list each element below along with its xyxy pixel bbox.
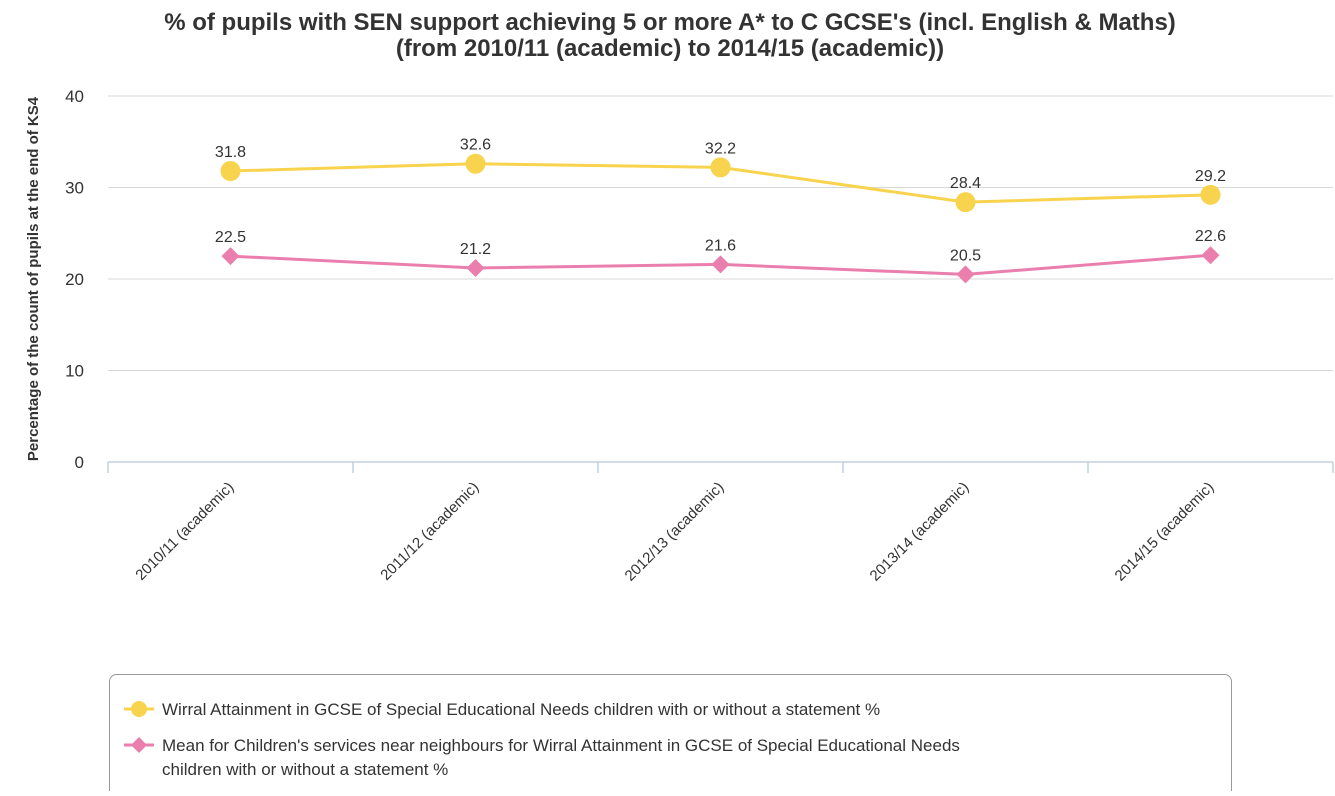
data-label: 32.6 [460, 137, 491, 154]
x-axis [107, 461, 1334, 473]
data-point [955, 192, 976, 213]
y-tick-label: 40 [65, 87, 84, 106]
data-point [466, 259, 485, 278]
data-label: 31.8 [215, 144, 246, 161]
legend-item-1: Wirral Attainment in GCSE of Special Edu… [124, 700, 880, 719]
data-point [711, 255, 730, 274]
chart-title: % of pupils with SEN support achieving 5… [164, 9, 1176, 62]
legend-label: children with or without a statement % [162, 760, 448, 779]
y-tick-label: 30 [65, 179, 84, 198]
gridlines [108, 95, 1333, 371]
chart-title-line: % of pupils with SEN support achieving 5… [164, 9, 1176, 36]
data-point [1200, 184, 1221, 205]
y-tick-label: 0 [75, 453, 84, 472]
x-tick-label: 2010/11 (academic) [132, 479, 237, 584]
data-point [221, 247, 240, 266]
data-point [710, 157, 731, 178]
data-label: 22.5 [215, 229, 246, 246]
legend-marker [131, 701, 147, 717]
data-label: 20.5 [950, 247, 981, 264]
y-axis-ticks: 0 10 20 30 40 [65, 87, 84, 472]
legend-label: Wirral Attainment in GCSE of Special Edu… [162, 700, 880, 719]
x-tick-label: 2013/14 (academic) [867, 479, 973, 585]
data-point [465, 153, 486, 174]
data-label: 21.2 [460, 241, 491, 258]
legend-label: Mean for Children's services near neighb… [162, 736, 960, 755]
data-point [956, 265, 975, 284]
data-label: 22.6 [1195, 228, 1226, 245]
data-label: 32.2 [705, 140, 736, 157]
y-axis-title: Percentage of the count of pupils at the… [25, 96, 42, 461]
x-tick-label: 2012/13 (academic) [622, 479, 728, 585]
y-axis-label: Percentage of the count of pupils at the… [25, 96, 42, 461]
series-2: 22.5 21.2 21.6 20.5 22.6 [215, 228, 1226, 284]
series-1: 31.8 32.6 32.2 28.4 29.2 [215, 137, 1226, 213]
data-label: 28.4 [950, 175, 981, 192]
x-tick-label: 2011/12 (academic) [377, 479, 482, 584]
y-tick-label: 20 [65, 270, 84, 289]
chart-title-line: (from 2010/11 (academic) to 2014/15 (aca… [396, 35, 944, 62]
data-point [220, 161, 241, 182]
series-group: 31.8 32.6 32.2 28.4 29.2 22.5 21.2 21.6 20.5 22.6 [215, 137, 1226, 284]
legend-item-2: Mean for Children's services near neighb… [124, 736, 960, 779]
legend: Wirral Attainment in GCSE of Special Edu… [109, 674, 1232, 796]
y-tick-label: 10 [65, 362, 84, 381]
data-label: 29.2 [1195, 168, 1226, 185]
legend-box [109, 674, 1232, 796]
x-tick-label: 2014/15 (academic) [1112, 479, 1218, 585]
legend-marker [131, 737, 147, 753]
x-axis-ticks: 2010/11 (academic) 2011/12 (academic) 2012… [132, 479, 1217, 585]
data-label: 21.6 [705, 237, 736, 254]
data-point [1201, 246, 1220, 265]
